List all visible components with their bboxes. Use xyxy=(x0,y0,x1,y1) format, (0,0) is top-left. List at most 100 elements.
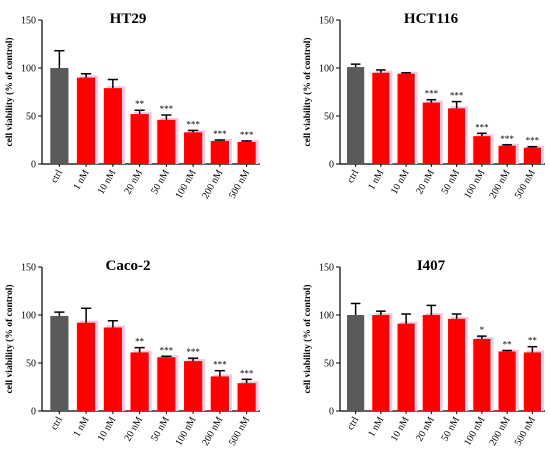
significance-label: *** xyxy=(425,89,439,99)
bar-ctrl xyxy=(50,68,69,164)
y-tick-label: 100 xyxy=(21,311,36,322)
bar-1nm xyxy=(77,322,96,411)
bar-ctrl xyxy=(50,315,69,411)
significance-label: *** xyxy=(475,122,489,132)
significance-label: *** xyxy=(500,134,514,144)
y-tick-label: 0 xyxy=(31,407,36,418)
x-tick-label: ctrl xyxy=(345,168,361,185)
y-tick-label: 50 xyxy=(26,359,36,370)
significance-label: *** xyxy=(186,119,200,129)
bar-10nm xyxy=(103,327,122,411)
y-tick-label: 50 xyxy=(324,112,334,123)
significance-label: *** xyxy=(240,130,254,140)
bar-500nm xyxy=(237,141,256,164)
bar-200nm xyxy=(498,145,516,164)
bar-1nm xyxy=(77,77,96,164)
significance-label: ** xyxy=(503,340,513,350)
bar-10nm xyxy=(397,323,415,411)
chart-panel-0: HT29 cell viability (% of control) 0 50 100 1… xyxy=(4,11,260,201)
x-tick-label: 50 nM xyxy=(439,415,462,443)
significance-label: ** xyxy=(528,336,538,346)
chart-title: Caco-2 xyxy=(106,258,151,274)
x-tick-label: 50 nM xyxy=(149,415,172,443)
bar-20nm xyxy=(422,315,440,411)
bar-500nm xyxy=(523,147,541,164)
bar-1nm xyxy=(372,315,390,411)
y-tick-label: 0 xyxy=(329,160,334,171)
significance-label: ** xyxy=(135,99,145,109)
significance-label: *** xyxy=(450,91,464,101)
x-tick-label: 1 nM xyxy=(366,168,386,192)
x-tick-label: 20 nM xyxy=(414,168,437,196)
x-tick-label: ctrl xyxy=(49,168,65,185)
significance-label: *** xyxy=(186,347,200,357)
x-tick-label: 1 nM xyxy=(366,415,386,439)
bar-200nm xyxy=(498,351,516,411)
x-tick-label: 100 nM xyxy=(173,415,198,448)
x-tick-label: 200 nM xyxy=(487,415,512,448)
x-tick-label: 100 nM xyxy=(462,168,487,201)
bar-500nm xyxy=(237,383,256,411)
bar-20nm xyxy=(130,114,149,164)
bar-500nm xyxy=(523,352,541,411)
bar-200nm xyxy=(210,140,229,164)
chart-title: I407 xyxy=(417,258,446,274)
significance-label: *** xyxy=(213,129,227,139)
chart-title: HCT116 xyxy=(404,11,459,27)
x-tick-label: 1 nM xyxy=(71,415,91,439)
x-tick-label: 200 nM xyxy=(200,168,225,201)
y-tick-label: 50 xyxy=(324,359,334,370)
x-tick-label: 10 nM xyxy=(389,168,412,196)
significance-label: *** xyxy=(240,368,254,378)
bar-ctrl xyxy=(347,67,365,164)
x-tick-label: 10 nM xyxy=(96,168,119,196)
x-tick-label: 20 nM xyxy=(122,415,145,443)
x-tick-label: 100 nM xyxy=(462,415,487,448)
bar-100nm xyxy=(473,136,491,164)
x-tick-label: 10 nM xyxy=(96,415,119,443)
significance-label: *** xyxy=(160,345,174,355)
bar-100nm xyxy=(473,339,491,411)
bar-20nm xyxy=(130,352,149,411)
x-tick-label: 50 nM xyxy=(149,168,172,196)
y-tick-label: 150 xyxy=(319,263,334,274)
x-tick-label: 50 nM xyxy=(439,168,462,196)
x-tick-label: 200 nM xyxy=(200,415,225,448)
y-tick-label: 50 xyxy=(26,112,36,123)
y-axis-label: cell viability (% of control) xyxy=(4,284,15,393)
x-tick-label: 1 nM xyxy=(71,168,91,192)
y-tick-label: 100 xyxy=(319,64,334,75)
y-axis-label: cell viability (% of control) xyxy=(302,284,313,393)
x-tick-label: ctrl xyxy=(345,415,361,432)
x-tick-label: 500 nM xyxy=(227,415,252,448)
bar-10nm xyxy=(103,88,122,164)
significance-label: *** xyxy=(160,104,174,114)
chart-panel-3: I407 cell viability (% of control) 0 50 100 1… xyxy=(302,258,545,448)
bar-200nm xyxy=(210,376,229,411)
x-tick-label: 20 nM xyxy=(414,415,437,443)
significance-label: *** xyxy=(526,136,540,146)
x-tick-label: ctrl xyxy=(49,415,65,432)
bar-1nm xyxy=(372,72,390,164)
y-tick-label: 0 xyxy=(329,407,334,418)
x-tick-label: 500 nM xyxy=(513,168,538,201)
x-tick-label: 200 nM xyxy=(487,168,512,201)
x-tick-label: 500 nM xyxy=(513,415,538,448)
y-tick-label: 100 xyxy=(21,64,36,75)
x-tick-label: 500 nM xyxy=(227,168,252,201)
y-tick-label: 100 xyxy=(319,311,334,322)
y-tick-label: 150 xyxy=(319,16,334,27)
bar-50nm xyxy=(448,108,466,164)
bar-ctrl xyxy=(347,315,365,411)
bar-10nm xyxy=(397,73,415,164)
significance-label: ** xyxy=(135,337,145,347)
bar-100nm xyxy=(184,132,203,164)
bar-50nm xyxy=(157,119,176,164)
bar-50nm xyxy=(448,318,466,411)
chart-panel-1: HCT116 cell viability (% of control) 0 50 10… xyxy=(302,11,545,201)
x-tick-label: 100 nM xyxy=(173,168,198,201)
y-axis-label: cell viability (% of control) xyxy=(302,37,313,146)
chart-title: HT29 xyxy=(110,11,147,27)
y-tick-label: 0 xyxy=(31,160,36,171)
